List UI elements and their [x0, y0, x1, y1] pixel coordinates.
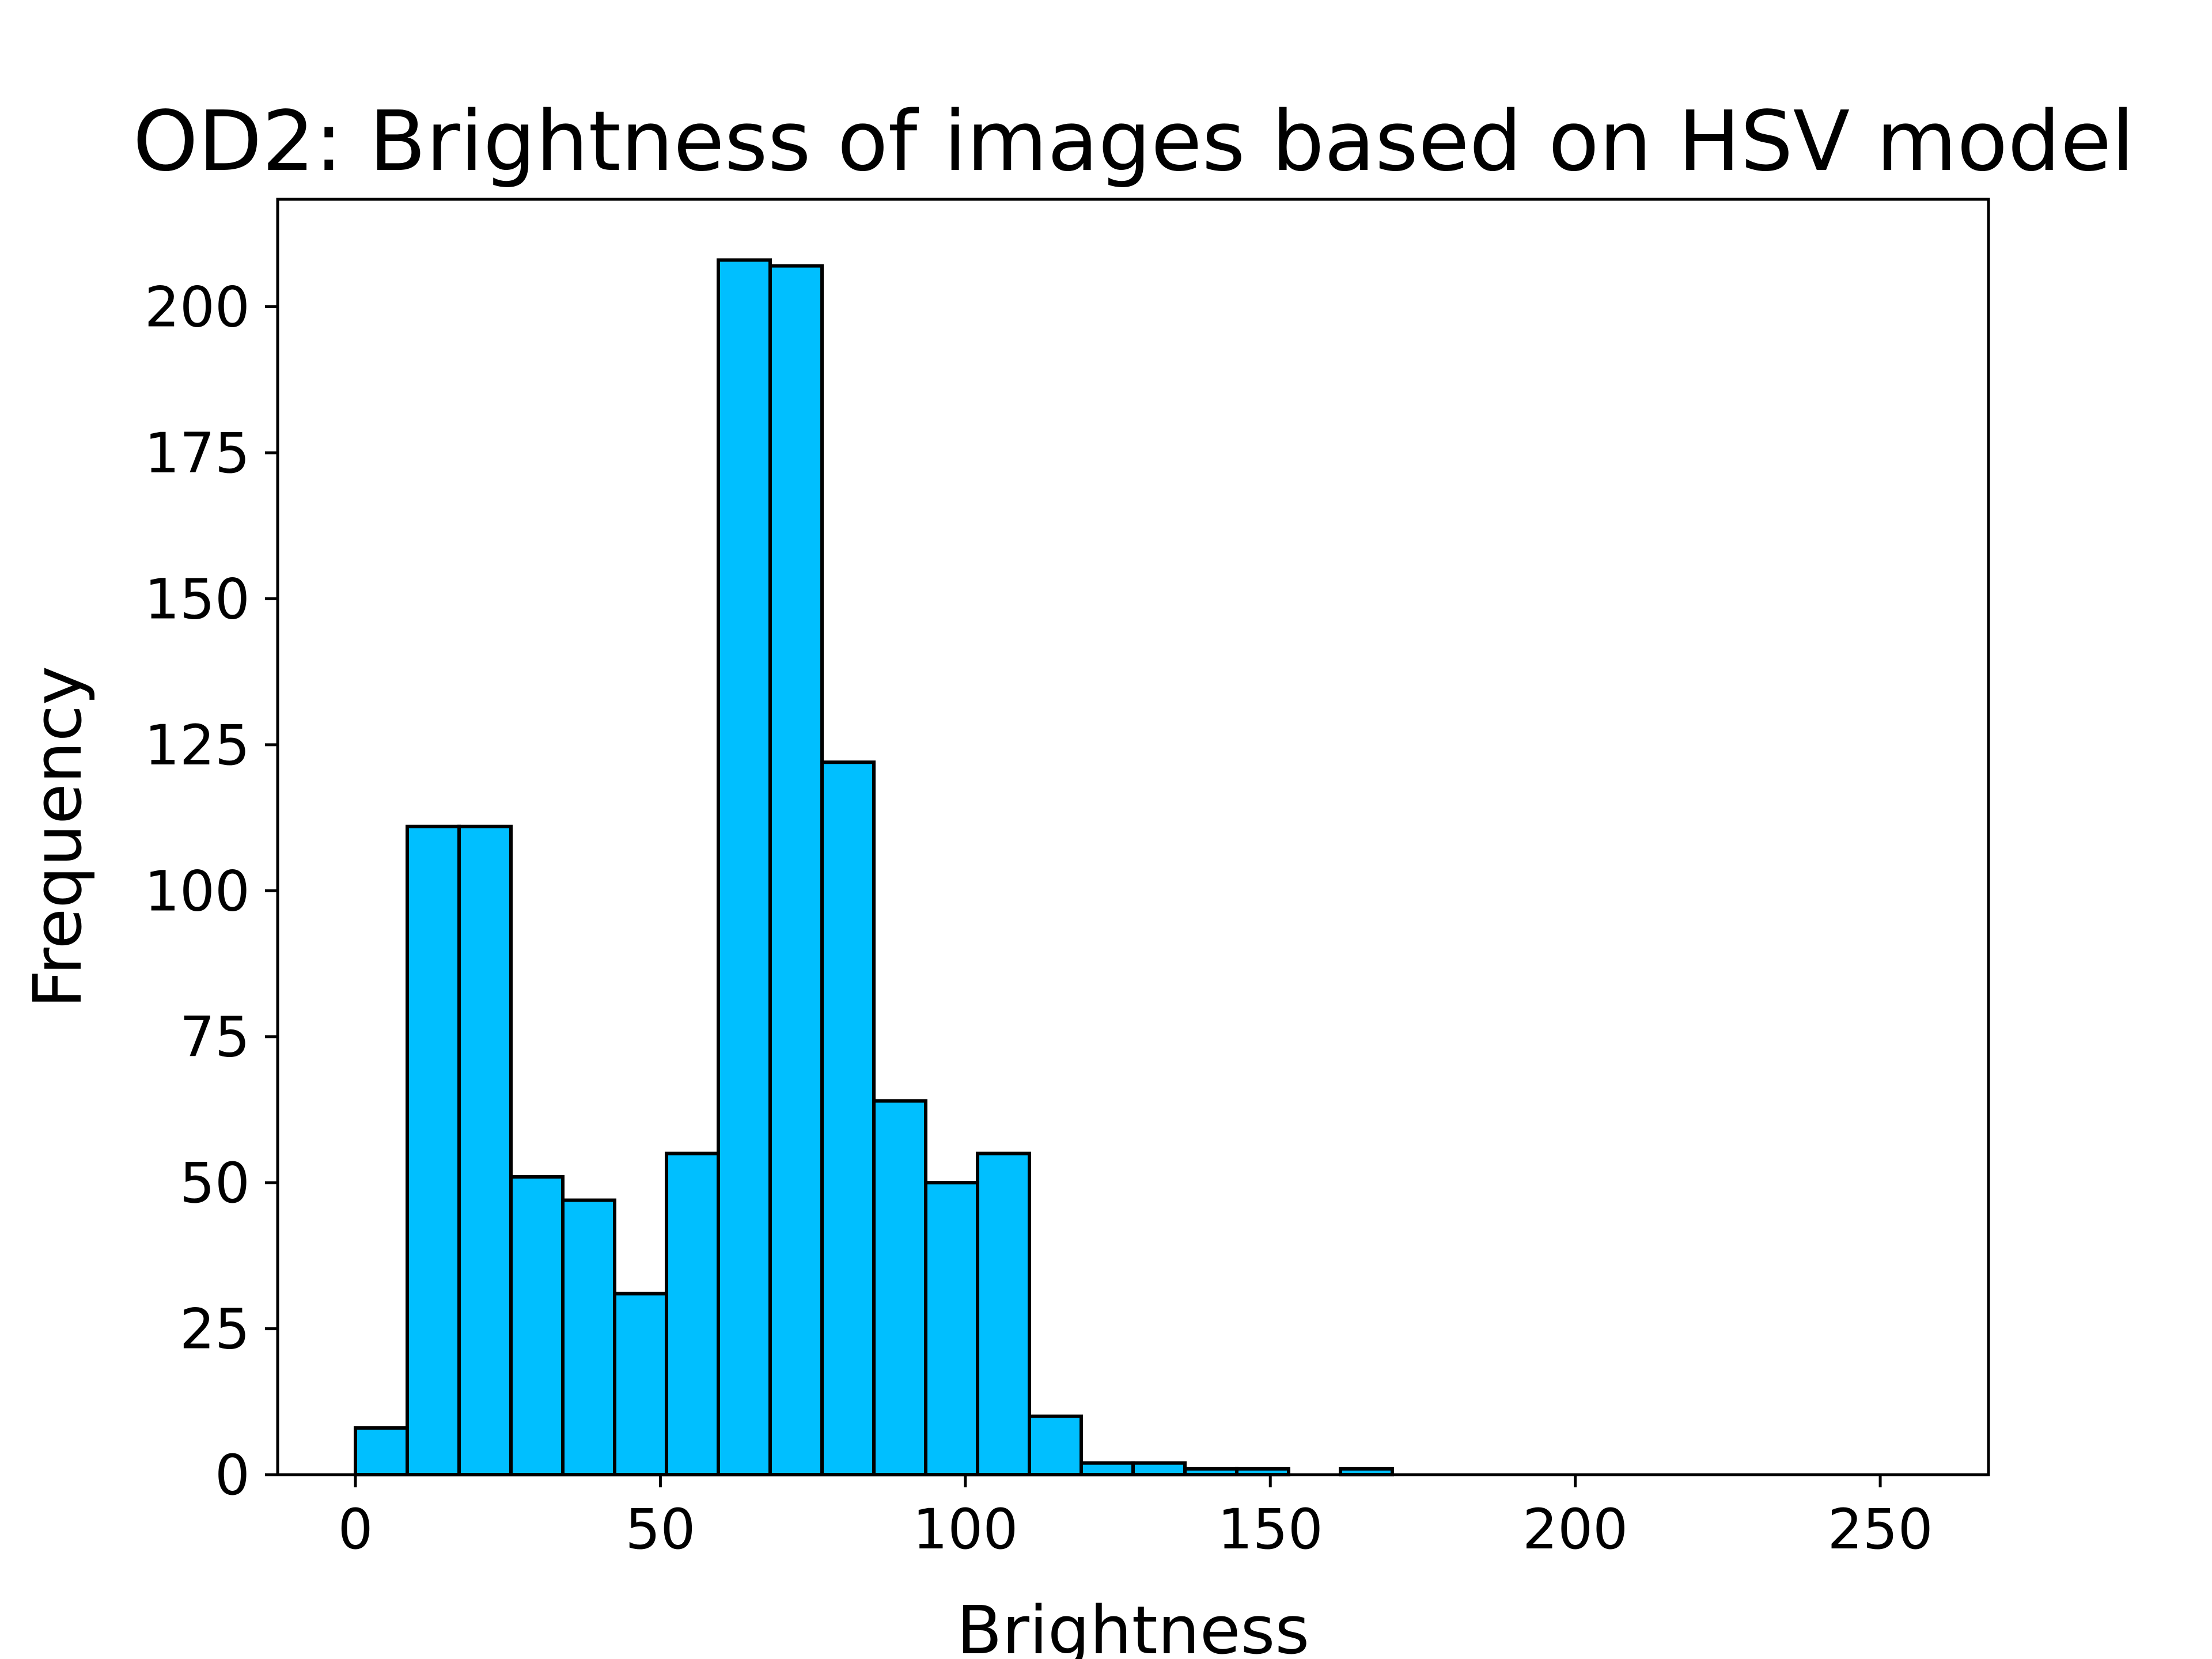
x-tick-label: 100 [912, 1497, 1018, 1562]
y-tick-label: 200 [145, 275, 250, 340]
histogram-bar [872, 1099, 927, 1476]
y-tick-label: 25 [180, 1297, 250, 1362]
y-tick-label: 50 [180, 1151, 250, 1215]
x-tick-label: 250 [1827, 1497, 1933, 1562]
y-tick-label: 75 [180, 1005, 250, 1070]
histogram-bar [509, 1175, 565, 1476]
histogram-bar [354, 1426, 409, 1477]
x-axis-ticks: 0 50 100 150 200 250 [338, 1475, 1933, 1562]
x-tick-label: 0 [338, 1497, 373, 1562]
y-tick-label: 175 [145, 421, 250, 486]
histogram-bar [1028, 1414, 1083, 1477]
plot-frame [276, 198, 1990, 1476]
y-tick-label: 150 [145, 567, 250, 631]
y-tick-label: 125 [145, 713, 250, 778]
bars-group [354, 258, 1394, 1477]
histogram-bar [1080, 1461, 1135, 1477]
histogram-bar [406, 824, 461, 1476]
histogram-bar [717, 258, 772, 1477]
x-tick-label: 150 [1218, 1497, 1323, 1562]
chart-title: OD2: Brightness of images based on HSV m… [133, 93, 2135, 190]
histogram-bar [768, 264, 824, 1477]
y-axis-ticks: 0 25 50 75 100 125 150 175 200 [145, 275, 278, 1508]
histogram-bar [613, 1291, 668, 1476]
histogram-bar [1131, 1461, 1187, 1477]
x-tick-label: 200 [1522, 1497, 1628, 1562]
histogram-bar [820, 760, 876, 1476]
histogram-bar [457, 824, 513, 1476]
x-tick-label: 50 [625, 1497, 695, 1562]
y-axis-label: Frequency [20, 666, 97, 1008]
histogram-bar [665, 1152, 720, 1476]
x-axis-label: Brightness [957, 1592, 1310, 1659]
y-tick-label: 100 [145, 859, 250, 923]
histogram-bar [976, 1152, 1031, 1476]
histogram-bar [561, 1198, 616, 1476]
histogram-bar [924, 1181, 979, 1476]
y-tick-label: 0 [215, 1443, 250, 1508]
